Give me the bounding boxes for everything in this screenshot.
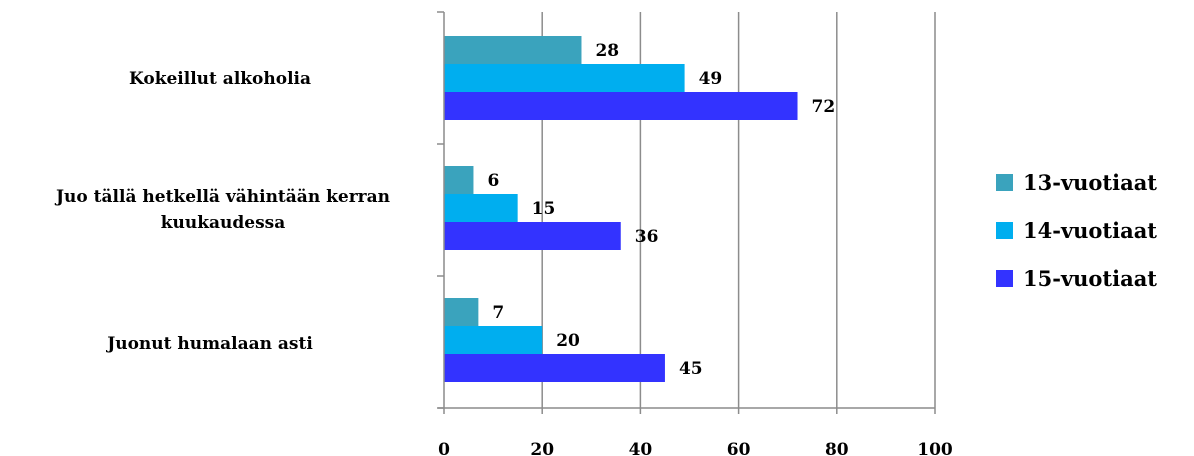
legend-label-14: 14-vuotiaat — [1023, 217, 1158, 243]
bar-14-vuotiaat-cat0 — [444, 64, 685, 92]
bar-14-vuotiaat-cat1 — [444, 194, 518, 222]
bar-15-vuotiaat-cat0 — [444, 92, 798, 120]
x-tick-label-60: 60 — [727, 440, 751, 456]
bar-14-vuotiaat-cat2 — [444, 326, 543, 354]
chart-legend: 13-vuotiaat 14-vuotiaat 15-vuotiaat — [996, 167, 1157, 311]
data-label-14-vuotiaat-cat0: 49 — [699, 69, 723, 89]
data-label-15-vuotiaat-cat1: 36 — [635, 227, 659, 247]
bar-15-vuotiaat-cat1 — [444, 222, 621, 250]
x-tick-label-100: 100 — [917, 440, 953, 456]
bar-15-vuotiaat-cat2 — [444, 354, 665, 382]
data-label-14-vuotiaat-cat2: 20 — [556, 331, 580, 351]
legend-item-15: 15-vuotiaat — [996, 263, 1157, 293]
data-label-14-vuotiaat-cat1: 15 — [532, 199, 556, 219]
x-tick-label-0: 0 — [438, 440, 450, 456]
legend-item-14: 14-vuotiaat — [996, 215, 1157, 245]
data-label-13-vuotiaat-cat2: 7 — [492, 303, 504, 323]
legend-swatch-13 — [996, 173, 1013, 191]
x-tick-label-80: 80 — [825, 440, 849, 456]
legend-swatch-14 — [996, 221, 1013, 239]
data-label-13-vuotiaat-cat0: 28 — [595, 41, 619, 61]
category-label-1: Juo tällä hetkellä vähintään kerran kuuk… — [56, 187, 390, 233]
legend-swatch-15 — [996, 269, 1013, 287]
data-label-15-vuotiaat-cat2: 45 — [679, 359, 703, 379]
legend-label-15: 15-vuotiaat — [1023, 265, 1158, 291]
legend-item-13: 13-vuotiaat — [996, 167, 1157, 197]
data-label-15-vuotiaat-cat0: 72 — [812, 97, 836, 117]
category-label-0: Kokeillut alkoholia — [128, 69, 312, 89]
bar-13-vuotiaat-cat1 — [444, 166, 474, 194]
category-label-2: Juonut humalaan asti — [107, 334, 313, 354]
bar-13-vuotiaat-cat2 — [444, 298, 479, 326]
x-tick-label-20: 20 — [530, 440, 554, 456]
data-label-13-vuotiaat-cat1: 6 — [487, 171, 499, 191]
bar-13-vuotiaat-cat0 — [444, 36, 582, 64]
x-tick-label-40: 40 — [629, 440, 653, 456]
legend-label-13: 13-vuotiaat — [1023, 169, 1158, 195]
